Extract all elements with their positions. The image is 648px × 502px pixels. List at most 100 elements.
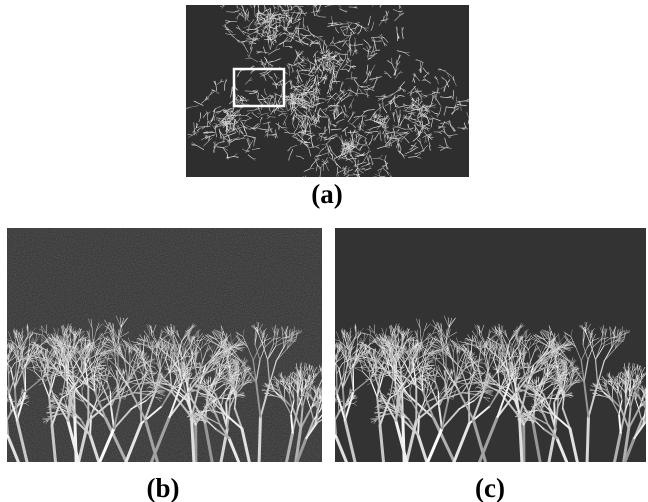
texture (2, 393, 5, 396)
texture (355, 201, 359, 202)
texture (5, 401, 6, 409)
texture (348, 188, 350, 192)
texture (351, 201, 354, 204)
texture (297, 1, 301, 5)
texture (382, 0, 386, 4)
panel-b-image (0, 228, 355, 462)
texture (247, 1, 249, 4)
texture (380, 177, 384, 179)
texture (296, 0, 297, 1)
texture (325, 384, 334, 393)
texture (264, 0, 265, 1)
texture (469, 119, 470, 123)
texture (475, 99, 481, 101)
texture (277, 0, 278, 4)
texture (345, 193, 349, 199)
texture (332, 399, 335, 401)
texture (294, 0, 296, 3)
texture (305, 180, 307, 186)
texture (368, 203, 372, 206)
texture (345, 184, 346, 190)
texture (385, 196, 388, 200)
texture (6, 396, 7, 401)
texture (306, 4, 309, 5)
texture (301, 0, 304, 1)
texture (323, 411, 331, 415)
texture (0, 398, 3, 402)
texture (0, 396, 3, 399)
texture (333, 0, 339, 1)
texture (361, 0, 364, 2)
texture (0, 391, 2, 395)
texture (356, 180, 358, 182)
texture (332, 1, 336, 3)
texture (320, 0, 325, 2)
texture (358, 187, 361, 192)
texture (328, 404, 330, 409)
texture (329, 366, 330, 372)
texture (331, 407, 335, 411)
texture (323, 396, 325, 398)
texture (264, 0, 265, 1)
texture (388, 185, 392, 188)
texture (328, 370, 333, 374)
texture (328, 370, 331, 374)
texture (1, 393, 3, 396)
texture (323, 397, 326, 402)
texture (323, 398, 324, 403)
texture (330, 370, 334, 374)
texture (323, 374, 330, 379)
texture (365, 181, 368, 182)
texture (323, 372, 329, 378)
texture (323, 406, 325, 415)
texture (382, 184, 388, 185)
texture (388, 185, 392, 186)
texture (0, 420, 8, 437)
texture (357, 197, 358, 201)
texture (375, 0, 380, 3)
texture (336, 0, 337, 3)
texture (322, 400, 324, 406)
texture (327, 394, 328, 398)
texture (370, 179, 373, 183)
texture (349, 200, 355, 201)
texture (292, 1, 297, 5)
texture (330, 370, 334, 374)
texture (322, 374, 328, 379)
texture (366, 180, 369, 181)
texture (329, 368, 334, 373)
texture (332, 404, 334, 407)
texture (325, 395, 328, 399)
texture (377, 182, 379, 189)
texture (377, 177, 379, 182)
texture (10, 405, 11, 411)
texture (358, 178, 359, 181)
texture (353, 195, 358, 196)
texture (288, 1, 295, 4)
texture (322, 391, 324, 395)
texture (354, 204, 358, 207)
texture (329, 367, 331, 372)
texture (326, 402, 332, 404)
texture (325, 381, 327, 393)
texture (329, 400, 330, 403)
texture (0, 403, 5, 410)
texture (5, 393, 7, 396)
texture (324, 392, 328, 394)
texture (331, 406, 335, 411)
texture (357, 197, 361, 198)
texture (358, 187, 359, 192)
texture (367, 205, 369, 208)
texture (326, 391, 330, 394)
texture (380, 190, 384, 196)
texture (232, 0, 237, 3)
texture (326, 389, 334, 399)
texture (371, 3, 376, 4)
texture (5, 392, 6, 396)
texture (356, 191, 357, 196)
texture (355, 201, 359, 202)
texture (352, 178, 356, 181)
texture (357, 197, 360, 200)
texture (367, 205, 368, 209)
texture (375, 179, 380, 183)
